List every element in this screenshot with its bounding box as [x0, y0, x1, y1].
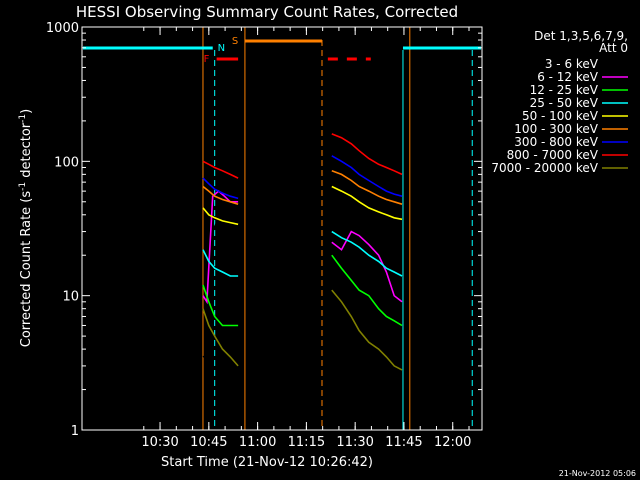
series-line-0-seg1 — [202, 221, 239, 358]
series-line-1-seg2 — [331, 230, 403, 303]
y-tick-label-1: 10 — [62, 290, 79, 305]
datestamp: 21-Nov-2012 05:06 — [559, 469, 636, 478]
series-line-8-seg1 — [202, 308, 239, 367]
x-tick-label-1: 10:45 — [190, 435, 227, 450]
series-line-6-seg2 — [331, 155, 403, 197]
series-line-0-seg2 — [331, 213, 403, 431]
plot-frame — [81, 26, 483, 431]
legend-label-2: 12 - 25 keV — [530, 83, 599, 97]
legend-label-1: 6 - 12 keV — [537, 70, 599, 84]
series-line-3-seg2 — [331, 230, 403, 277]
legend-label-8: 7000 - 20000 keV — [491, 161, 598, 175]
flag-label-n: N — [218, 43, 225, 54]
y-axis-label-sup2: -1 — [18, 114, 28, 123]
x-axis-label: Start Time (21-Nov-12 10:26:42) — [161, 455, 373, 470]
legend-label-3: 25 - 50 keV — [530, 96, 599, 110]
y-axis-label: Corrected Count Rate (s-1 detector-1) — [18, 109, 34, 347]
legend-label-7: 800 - 7000 keV — [507, 148, 599, 162]
series-line-5-seg1 — [202, 185, 239, 205]
x-tick-label-2: 11:00 — [239, 435, 276, 450]
series-line-4-seg1 — [202, 207, 239, 226]
x-tick-label-3: 11:15 — [288, 435, 325, 450]
flag-label-f: F — [204, 54, 210, 65]
series-line-2-seg2 — [331, 254, 403, 327]
x-tick-label-0: 10:30 — [141, 435, 178, 450]
series-line-7-seg1 — [202, 160, 239, 179]
flag-label-s: S — [232, 36, 238, 47]
series-line-2-seg1 — [202, 284, 239, 327]
y-tick-label-3: 1000 — [46, 21, 79, 36]
series-line-3-seg1 — [202, 249, 239, 277]
series-line-4-seg2 — [331, 185, 403, 221]
legend-label-4: 50 - 100 keV — [522, 109, 599, 123]
y-axis-label-part3: ) — [19, 109, 34, 114]
series-line-6-seg1 — [202, 177, 239, 200]
plot-area: NS F — [83, 27, 481, 431]
x-tick-label-5: 11:45 — [385, 435, 422, 450]
chart-title: HESSI Observing Summary Count Rates, Cor… — [76, 3, 458, 21]
y-axis-label-part1: Corrected Count Rate (s — [19, 191, 34, 348]
series-line-5-seg2 — [331, 170, 403, 205]
series-line-8-seg2 — [331, 289, 403, 371]
y-axis-label-part2: detector — [19, 122, 34, 182]
y-tick-label-0: 1 — [71, 424, 79, 439]
legend-header-line2: Att 0 — [599, 41, 628, 55]
axis-ticks: 10:30 10:45 11:00 11:15 11:30 11:45 12:00 1 10 10… — [46, 21, 482, 450]
legend-label-0: 3 - 6 keV — [545, 57, 599, 71]
legend-label-6: 300 - 800 keV — [514, 135, 598, 149]
x-tick-label-4: 11:30 — [336, 435, 373, 450]
legend-label-5: 100 - 300 keV — [514, 122, 598, 136]
series-line-7-seg2 — [331, 133, 403, 176]
y-axis-label-sup1: -1 — [18, 182, 28, 191]
y-tick-label-2: 100 — [54, 155, 79, 170]
legend-header-line1: Det 1,3,5,6,7,9, — [534, 29, 628, 43]
x-tick-label-6: 12:00 — [434, 435, 471, 450]
